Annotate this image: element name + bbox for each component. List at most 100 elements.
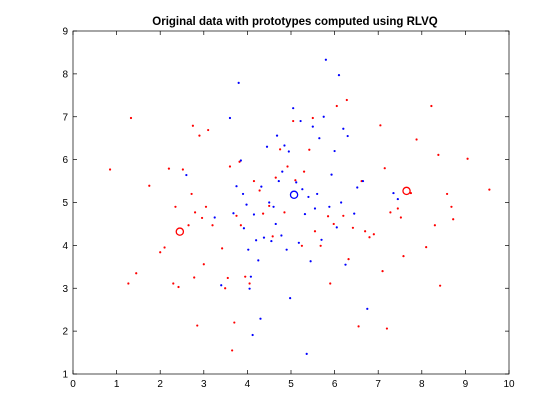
data-point-series-1 <box>381 270 384 273</box>
x-tick-label: 1 <box>114 379 120 390</box>
data-point-series-2 <box>342 127 345 130</box>
y-tick-label: 1 <box>62 370 68 381</box>
data-point-series-1 <box>445 192 449 196</box>
data-point-series-2 <box>280 234 283 237</box>
data-point-series-1 <box>389 211 392 214</box>
data-point-series-1 <box>399 216 402 219</box>
data-point-series-1 <box>226 276 229 280</box>
data-point-series-1 <box>357 325 360 328</box>
y-axis: 1 2 3 4 5 6 7 8 9 <box>62 27 509 381</box>
data-point-series-2 <box>295 181 298 184</box>
data-point-series-1 <box>415 138 418 141</box>
data-point-series-1 <box>135 272 138 275</box>
data-point-series-1 <box>239 224 242 227</box>
y-tick-label: 9 <box>62 27 68 38</box>
data-point-series-1 <box>292 119 295 123</box>
data-point-series-1 <box>311 116 314 120</box>
x-tick-label: 3 <box>201 379 207 390</box>
data-point-series-2 <box>307 195 310 199</box>
data-point-series-2 <box>249 275 252 278</box>
data-point-series-1 <box>342 214 345 217</box>
data-point-series-2 <box>299 119 302 123</box>
data-point-series-2 <box>247 248 250 251</box>
data-point-series-1 <box>425 245 428 249</box>
data-point-series-1 <box>283 211 286 214</box>
data-point-series-2 <box>361 179 365 183</box>
data-point-series-1 <box>193 211 197 214</box>
data-point-series-1 <box>261 212 265 215</box>
x-axis: 0 1 2 3 4 5 6 7 8 9 10 <box>70 31 515 390</box>
data-point-series-2 <box>232 212 235 215</box>
data-point-series-1 <box>172 282 175 285</box>
data-point-series-2 <box>322 115 325 118</box>
data-point-series-2 <box>333 149 336 153</box>
data-point-series-2 <box>275 134 279 137</box>
data-point-series-2 <box>324 58 327 61</box>
data-point-series-1 <box>279 148 282 151</box>
data-point-series-1 <box>396 207 399 210</box>
data-point-series-1 <box>379 124 382 127</box>
y-tick-label: 4 <box>62 241 68 252</box>
data-point-series-1 <box>163 246 166 249</box>
data-point-series-1 <box>368 236 371 239</box>
x-tick-label: 8 <box>419 379 425 390</box>
data-point-series-2 <box>241 192 245 196</box>
data-point-series-1 <box>329 282 332 285</box>
data-point-series-1 <box>488 188 491 191</box>
data-point-series-1 <box>174 205 177 208</box>
data-point-series-2 <box>235 185 238 188</box>
data-point-series-1 <box>196 324 199 327</box>
data-point-series-2 <box>301 188 304 191</box>
data-point-series-1 <box>193 276 196 279</box>
y-tick-label: 3 <box>62 284 68 295</box>
data-point-series-1 <box>202 263 205 266</box>
data-point-series-1 <box>347 257 350 261</box>
data-point-series-2 <box>265 145 269 148</box>
prototype-marker <box>402 186 411 196</box>
data-point-series-2 <box>228 116 232 120</box>
data-point-series-1 <box>452 218 455 221</box>
data-point-series-1 <box>302 170 306 173</box>
y-tick-label: 6 <box>62 155 68 166</box>
data-point-series-2 <box>313 207 317 210</box>
prototype-marker <box>289 190 299 200</box>
data-point-series-1 <box>300 244 303 247</box>
data-point-series-2 <box>262 236 266 239</box>
data-point-series-1 <box>271 235 274 238</box>
data-point-series-1 <box>433 224 436 227</box>
data-point-series-2 <box>274 222 277 226</box>
data-point-series-2 <box>220 284 223 287</box>
data-point-series-1 <box>181 168 184 171</box>
data-point-series-1 <box>258 189 261 192</box>
data-point-series-2 <box>248 287 251 290</box>
y-tick-label: 7 <box>62 112 68 123</box>
data-point-series-2 <box>335 226 338 229</box>
data-point-series-1 <box>235 214 238 217</box>
data-point-series-2 <box>330 173 333 176</box>
data-point-series-2 <box>259 317 262 320</box>
y-tick-label: 5 <box>62 198 68 209</box>
data-point-series-1 <box>248 282 251 285</box>
data-point-series-1 <box>129 116 133 120</box>
data-point-series-1 <box>308 148 311 151</box>
data-point-series-2 <box>305 352 308 355</box>
y-tick-label: 8 <box>62 69 68 80</box>
data-point-series-2 <box>277 179 280 183</box>
data-point-series-1 <box>231 349 234 352</box>
data-point-series-1 <box>177 285 180 289</box>
data-point-series-2 <box>303 212 307 216</box>
data-point-series-1 <box>274 176 277 179</box>
data-point-series-1 <box>167 167 171 170</box>
prototype-markers <box>175 186 411 236</box>
data-point-series-2 <box>309 260 312 263</box>
data-point-series-2 <box>297 241 300 244</box>
data-point-series-1 <box>383 167 386 170</box>
data-point-series-1 <box>204 205 208 208</box>
data-point-series-2 <box>239 159 242 162</box>
data-point-series-1 <box>439 284 442 287</box>
data-point-series-2 <box>257 259 260 262</box>
data-point-series-1 <box>268 204 271 208</box>
data-point-series-2 <box>318 137 321 140</box>
data-point-series-2 <box>340 201 343 204</box>
